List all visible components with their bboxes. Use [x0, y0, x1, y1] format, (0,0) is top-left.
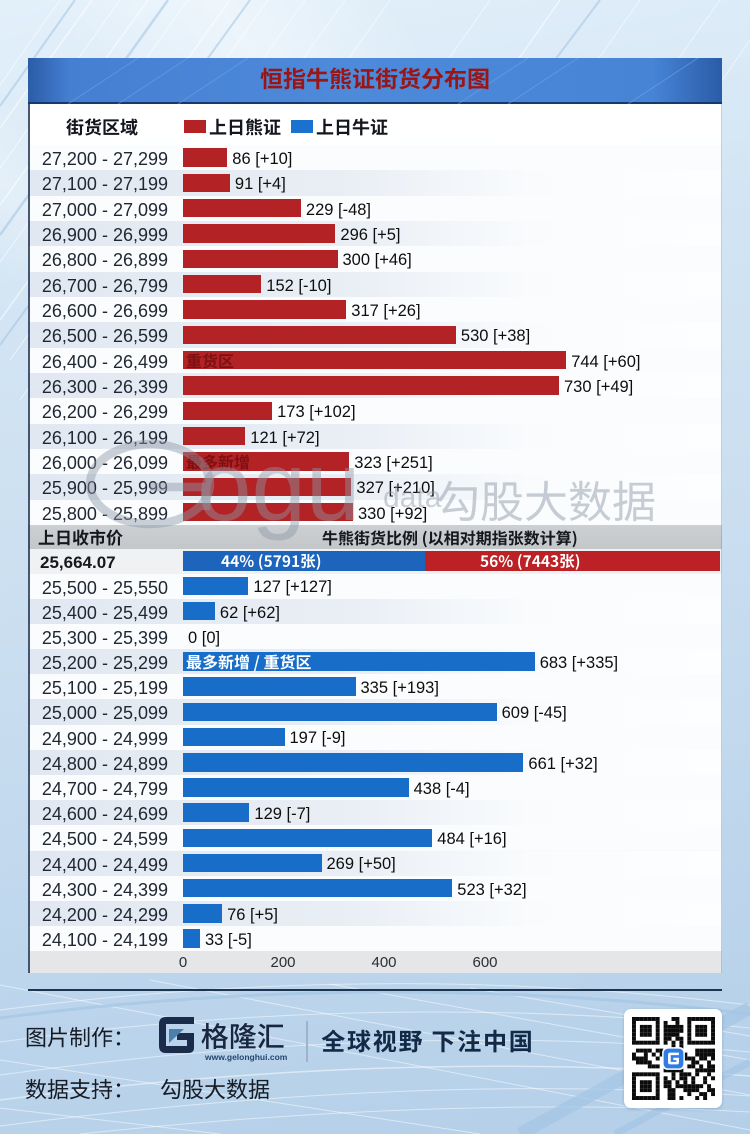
svg-text:data: data: [383, 481, 442, 514]
svg-text:ogu: ogu: [197, 431, 361, 541]
